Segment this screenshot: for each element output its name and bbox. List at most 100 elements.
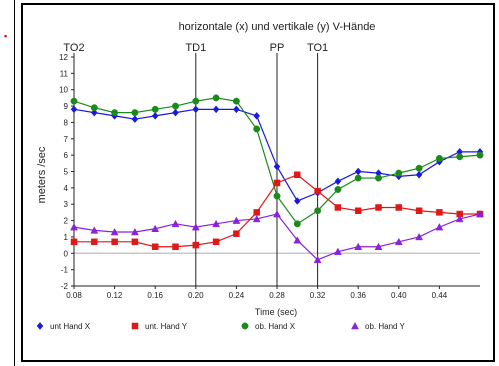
legend-swatch <box>241 322 249 330</box>
data-point <box>273 179 281 187</box>
y-tick-label: 8 <box>64 118 69 127</box>
data-point <box>351 321 359 330</box>
data-point <box>253 112 261 120</box>
data-point <box>192 105 200 114</box>
data-point <box>151 224 160 232</box>
data-point <box>212 94 220 102</box>
legend-swatch <box>131 322 139 330</box>
y-tick-label: 1 <box>64 233 69 242</box>
data-point <box>233 105 240 114</box>
y-tick-label: 5 <box>64 168 69 177</box>
data-point <box>111 109 119 117</box>
data-point <box>192 241 200 249</box>
left-panel-edge: ▪ <box>0 0 15 366</box>
legend-item: unt Hand X <box>34 321 90 331</box>
data-point <box>70 238 78 246</box>
data-point <box>334 177 342 186</box>
data-point <box>172 102 179 110</box>
legend-swatch <box>36 322 44 330</box>
data-point <box>313 255 322 264</box>
data-point <box>171 219 180 228</box>
data-point <box>293 197 301 205</box>
data-point <box>333 247 342 255</box>
data-point <box>415 164 423 172</box>
y-tick-label: 10 <box>59 86 68 95</box>
data-point <box>70 105 78 114</box>
data-point <box>374 242 383 250</box>
data-point <box>314 207 322 215</box>
data-point <box>375 204 382 211</box>
data-point <box>172 108 179 117</box>
data-point <box>212 105 220 114</box>
data-point <box>253 209 260 216</box>
chart-title: horizontale (x) und vertikale (y) V-Händ… <box>179 21 376 33</box>
data-point <box>415 170 423 179</box>
data-point <box>130 227 139 236</box>
event-label: TO1 <box>307 42 328 54</box>
y-tick-label: 4 <box>64 184 69 193</box>
data-point <box>131 115 139 124</box>
x-tick-label: 0.28 <box>269 291 285 300</box>
data-point <box>232 216 241 224</box>
data-point <box>192 97 200 105</box>
data-point <box>476 151 484 159</box>
data-point <box>253 125 261 133</box>
data-point <box>36 322 44 330</box>
data-point <box>172 243 179 250</box>
x-tick-label: 0.36 <box>350 291 366 300</box>
data-point <box>273 162 281 171</box>
data-point <box>293 236 302 244</box>
data-point <box>111 238 118 246</box>
data-point <box>131 238 139 246</box>
x-tick-label: 0.44 <box>432 291 448 300</box>
chart-frame <box>21 3 495 362</box>
data-point <box>241 322 249 330</box>
event-label: PP <box>270 42 285 54</box>
data-point <box>90 108 98 117</box>
y-tick-label: -1 <box>61 266 69 275</box>
data-point <box>456 153 464 161</box>
data-point <box>212 219 221 228</box>
y-tick-label: 12 <box>59 53 68 62</box>
data-point <box>354 174 362 182</box>
data-point <box>232 97 240 105</box>
legend-item: unt. Hand Y <box>129 321 187 331</box>
data-point <box>70 97 78 105</box>
y-axis-label: meters /sec <box>36 146 48 203</box>
data-point <box>90 226 99 234</box>
data-point <box>252 214 261 223</box>
y-tick-label: 3 <box>64 200 69 209</box>
data-point <box>354 207 362 215</box>
data-point <box>395 169 403 177</box>
x-tick-label: 0.20 <box>188 291 204 300</box>
y-tick-label: 2 <box>64 217 69 226</box>
data-point <box>415 207 423 215</box>
data-point <box>90 104 98 112</box>
data-point <box>273 192 281 200</box>
x-tick-label: 0.12 <box>107 291 123 300</box>
data-point <box>476 210 484 218</box>
data-point <box>212 238 220 246</box>
y-tick-label: -2 <box>61 282 69 291</box>
data-point <box>151 105 159 113</box>
data-point <box>293 220 301 228</box>
legend-label: unt. Hand Y <box>145 321 188 331</box>
legend-label: ob. Hand X <box>255 321 296 331</box>
data-point <box>436 209 443 216</box>
x-tick-label: 0.24 <box>229 291 245 300</box>
event-label: TO2 <box>63 42 84 54</box>
x-tick-label: 0.32 <box>310 291 326 300</box>
x-axis-label: Time (sec) <box>255 307 297 317</box>
data-point <box>395 204 403 211</box>
x-tick-label: 0.08 <box>66 291 82 300</box>
data-point <box>435 154 443 162</box>
data-point <box>435 223 444 231</box>
data-point <box>415 232 424 241</box>
y-tick-label: 0 <box>64 249 69 258</box>
data-point <box>354 167 362 176</box>
data-point <box>375 174 382 182</box>
legend-label: ob. Hand Y <box>365 321 405 331</box>
data-point <box>334 204 342 211</box>
data-point <box>334 186 342 193</box>
